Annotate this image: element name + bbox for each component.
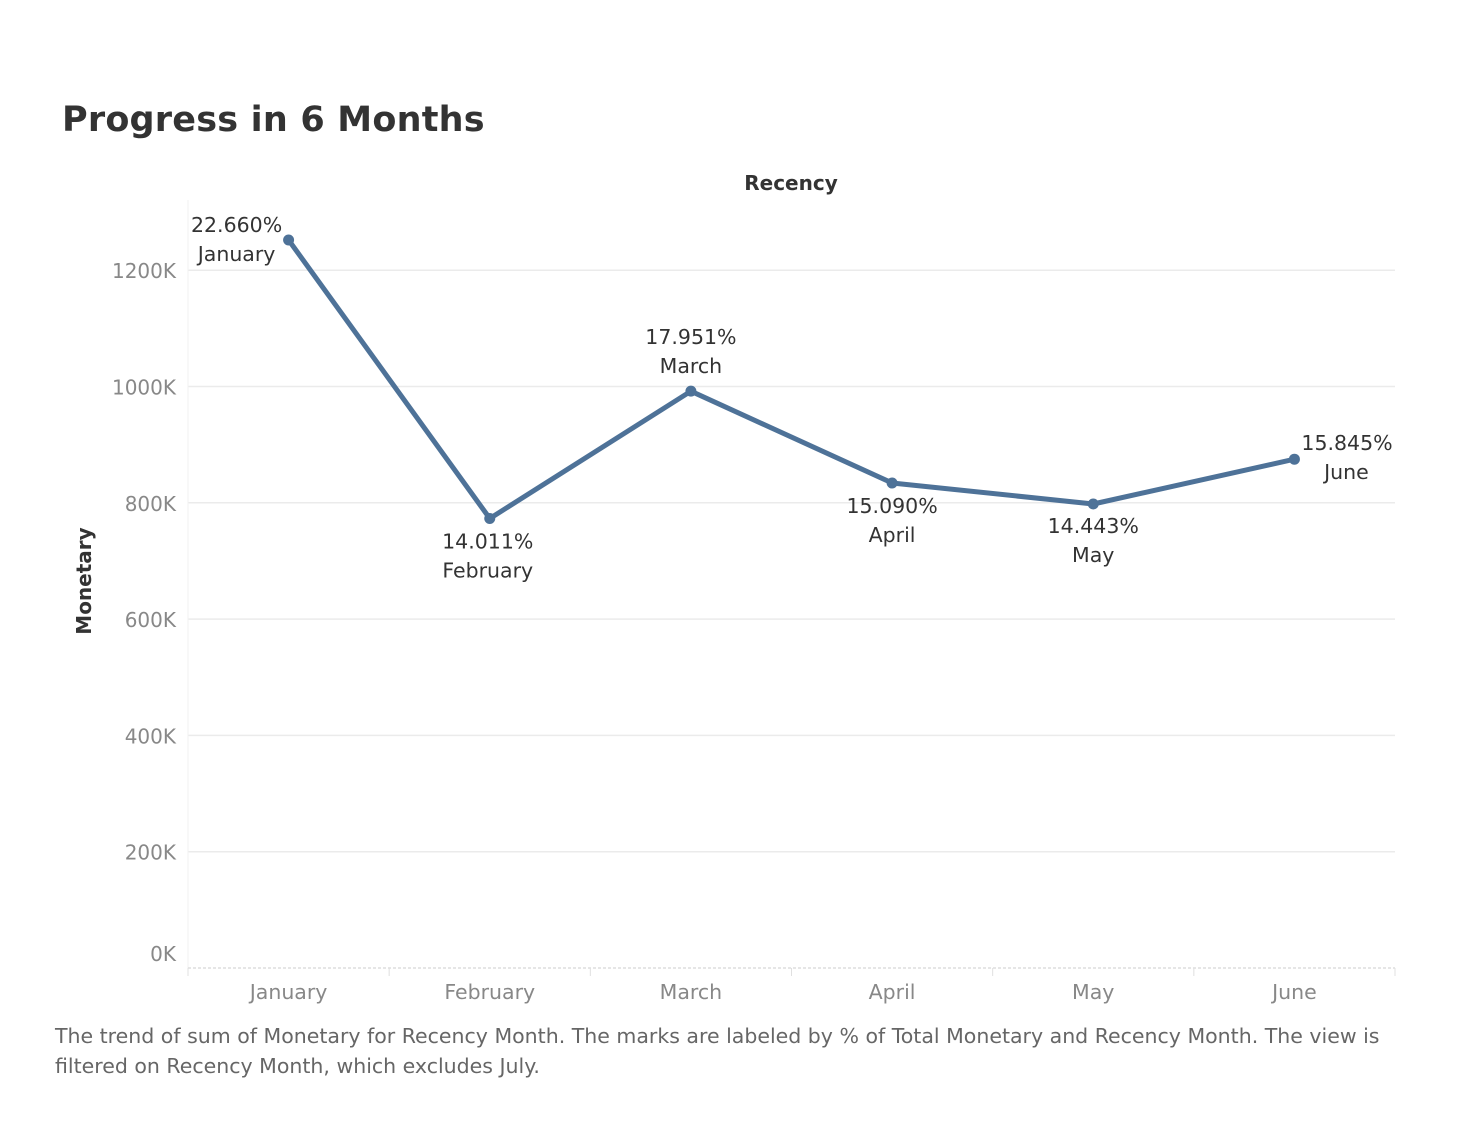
y-tick-label: 1200K	[112, 259, 177, 283]
data-label-month: January	[196, 242, 276, 266]
y-tick-label: 600K	[125, 608, 177, 632]
series-line	[286, 237, 1297, 521]
x-tick-label: April	[869, 980, 916, 1004]
data-label-month: February	[442, 559, 533, 583]
series	[283, 234, 1300, 525]
x-axis-title: Recency	[744, 171, 838, 195]
data-label-month: May	[1072, 543, 1114, 567]
chart-caption: The trend of sum of Monetary for Recency…	[55, 1024, 1380, 1078]
y-tick-label: 0K	[150, 942, 177, 966]
y-tick-label: 800K	[125, 492, 177, 516]
data-point	[1087, 498, 1099, 510]
y-tick-labels: 0K 200K 400K 600K 800K 1000K 1200K	[112, 259, 177, 966]
y-tick-label: 1000K	[112, 376, 177, 400]
gridlines	[188, 269, 1395, 853]
x-tick-label: February	[444, 980, 535, 1004]
data-label-month: April	[869, 523, 916, 547]
data-point	[484, 513, 496, 525]
chart-title: Progress in 6 Months	[62, 100, 485, 140]
data-point	[283, 234, 295, 246]
data-label-percent: 14.011%	[442, 530, 533, 554]
data-label-month: March	[660, 354, 723, 378]
data-point	[886, 477, 898, 489]
x-tick-label: March	[660, 980, 723, 1004]
x-tick-label: January	[248, 980, 328, 1004]
data-label-percent: 15.845%	[1301, 431, 1392, 455]
data-point	[685, 385, 697, 397]
data-label-percent: 22.660%	[191, 213, 282, 237]
data-label-percent: 15.090%	[846, 494, 937, 518]
data-labels: 22.660% January 14.011% February 17.951% Marc…	[191, 213, 1393, 583]
x-tick-labels: January February March April May June	[187, 968, 1396, 1004]
y-tick-label: 200K	[125, 841, 177, 865]
data-label-percent: 14.443%	[1048, 514, 1139, 538]
y-axis-title: Monetary	[72, 527, 96, 634]
data-label-month: June	[1322, 460, 1369, 484]
x-tick-label: June	[1270, 980, 1317, 1004]
data-point	[1288, 453, 1300, 465]
data-label-percent: 17.951%	[645, 325, 736, 349]
x-tick-label: May	[1072, 980, 1114, 1004]
axes: Recency Monetary	[72, 171, 1395, 969]
y-tick-label: 400K	[125, 724, 177, 748]
